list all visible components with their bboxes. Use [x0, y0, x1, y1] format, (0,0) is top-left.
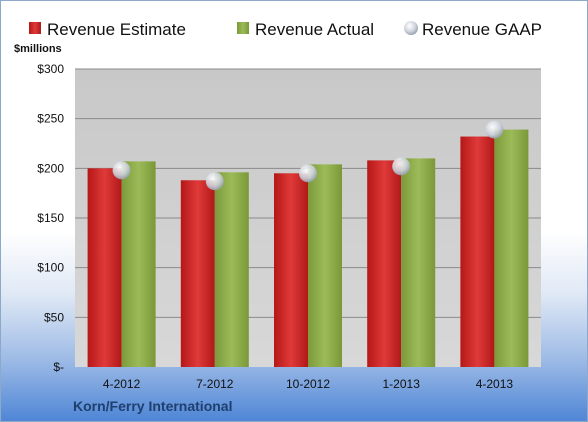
gaap-marker	[205, 172, 224, 191]
x-tick-label: 4-2012	[103, 377, 141, 391]
legend-label-estimate: Revenue Estimate	[47, 20, 186, 39]
legend-label-gaap: Revenue GAAP	[422, 20, 542, 39]
legend-swatch-gaap	[404, 21, 418, 35]
x-tick-label: 1-2013	[383, 377, 421, 391]
y-tick-label: $150	[37, 211, 64, 225]
x-tick-label: 10-2012	[286, 377, 330, 391]
estimate-bar	[87, 168, 122, 367]
y-tick-label: $250	[37, 112, 64, 126]
estimate-bar	[460, 136, 495, 367]
y-tick-label: $-	[53, 360, 64, 374]
actual-bar	[308, 164, 342, 367]
y-tick-label: $200	[37, 161, 64, 175]
legend-label-actual: Revenue Actual	[255, 20, 374, 39]
company-name: Korn/Ferry International	[73, 398, 233, 414]
actual-bar	[401, 158, 436, 367]
x-tick-label: 7-2012	[196, 377, 234, 391]
legend-swatch-actual	[237, 22, 249, 34]
actual-bar	[494, 129, 529, 367]
gaap-marker	[392, 157, 411, 176]
estimate-bar	[274, 173, 308, 367]
gaap-marker	[485, 120, 504, 139]
estimate-bar	[367, 160, 402, 367]
x-tick-label: 4-2013	[476, 377, 514, 391]
actual-bar	[214, 172, 249, 367]
y-tick-label: $300	[37, 62, 64, 76]
gaap-marker	[112, 161, 131, 180]
y-axis-unit-label: $millions	[14, 43, 62, 55]
legend: Revenue Estimate Revenue Actual Revenue …	[29, 20, 542, 39]
y-tick-label: $100	[37, 261, 64, 275]
legend-swatch-estimate	[29, 22, 41, 34]
gaap-marker	[299, 164, 317, 183]
y-tick-label: $50	[44, 310, 64, 324]
estimate-bar	[180, 180, 215, 367]
actual-bar	[121, 161, 156, 367]
